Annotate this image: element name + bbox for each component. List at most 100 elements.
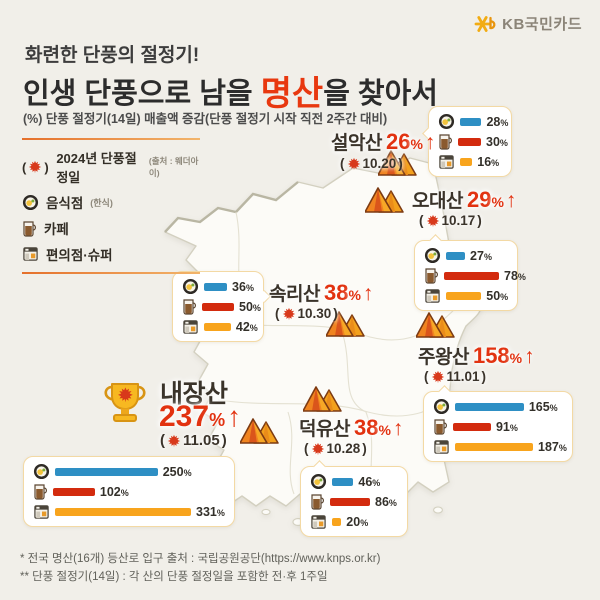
bar-fill	[460, 117, 482, 126]
restaurant-icon	[33, 463, 50, 480]
bar-chart-deogyusan: 46% 86% 20%	[300, 459, 408, 537]
cafe-icon	[22, 220, 37, 237]
percent-sign: %	[509, 350, 523, 366]
bar-chart-juwangsan: 165% 91% 187%	[423, 384, 573, 462]
bar-row-cafe: 91%	[433, 418, 563, 435]
store-icon	[310, 514, 327, 530]
bar-fill	[330, 497, 370, 506]
bar-row-store: 50%	[424, 288, 508, 303]
bar-fill	[453, 422, 491, 431]
mountain-name: 주왕산	[418, 347, 469, 368]
subtitle: (%) 단풍 절정기(14일) 매출액 증감(단풍 절정기 시작 직전 2주간 …	[23, 112, 388, 126]
bar-row-cafe: 102%	[33, 483, 225, 500]
mountain-pct: 38	[353, 415, 379, 440]
mountain-label-deogyusan: 덕유산 38%↑	[299, 414, 403, 441]
bar-fill	[458, 137, 481, 146]
store-icon	[438, 154, 455, 170]
cafe-icon	[424, 267, 439, 284]
bar-fill	[55, 467, 158, 476]
bar-row-cafe: 78%	[424, 267, 526, 284]
mountain-icon	[377, 150, 418, 177]
bar-row-restaurant: 165%	[433, 398, 563, 415]
bar-fill	[332, 517, 342, 526]
peak-date-deogyusan: (10.28)	[304, 441, 367, 456]
mountain-icon	[302, 386, 343, 413]
peak-date-seoraksan: (10.20)	[340, 156, 403, 171]
bar-chart-seoraksan: 28% 30% 16%	[421, 106, 512, 177]
mountain-icon	[325, 311, 366, 338]
mountain-name: 오대산	[412, 191, 463, 212]
trophy-icon	[98, 376, 152, 430]
mountain-pct: 29	[466, 187, 492, 212]
mountain-name: 설악산	[331, 133, 382, 154]
restaurant-icon	[310, 473, 327, 490]
maple-leaf-icon	[167, 434, 181, 448]
maple-leaf-icon	[426, 214, 440, 228]
maple-leaf-icon	[311, 442, 325, 456]
store-icon	[182, 319, 199, 335]
mountain-pct: 158	[472, 343, 510, 368]
title-prefix: 인생 단풍으로 남을	[23, 78, 261, 110]
footnotes: * 전국 명산(16개) 등산로 입구 출처 : 국립공원공단(https://…	[20, 551, 380, 587]
mountain-icon	[239, 418, 280, 445]
legend-item-label: 편의점·슈퍼	[46, 248, 113, 263]
footnote-1: * 전국 명산(16개) 등산로 입구 출처 : 국립공원공단(https://…	[20, 553, 381, 565]
percent-sign: %	[491, 194, 504, 210]
up-arrow-icon: ↑	[392, 417, 404, 440]
bar-row-store: 42%	[182, 319, 258, 335]
maple-leaf-icon	[431, 370, 445, 384]
restaurant-icon	[182, 278, 199, 295]
bar-fill	[55, 507, 191, 516]
bar-fill	[204, 282, 228, 291]
bar-row-store: 187%	[433, 439, 567, 454]
bar-fill	[446, 291, 482, 300]
restaurant-icon	[438, 113, 455, 130]
peak-date-juwangsan: (11.01)	[424, 369, 487, 384]
legend-peak-source: (출처 : 웨더아이)	[148, 156, 199, 178]
mountain-name: 덕유산	[299, 419, 350, 440]
bar-fill	[204, 322, 231, 331]
bar-row-cafe: 30%	[438, 133, 508, 150]
mountain-name: 속리산	[269, 284, 320, 305]
percent-sign: %	[209, 410, 226, 430]
cafe-icon	[438, 133, 453, 150]
mountain-label-naejangsan: 내장산	[160, 374, 228, 410]
cafe-icon	[433, 418, 448, 435]
percent-sign: %	[348, 287, 361, 303]
bar-fill	[455, 402, 524, 411]
maple-leaf-icon	[282, 307, 296, 321]
mountain-name: 내장산	[160, 380, 228, 408]
mountain-icon	[415, 312, 456, 339]
bar-row-store: 16%	[438, 154, 502, 169]
bar-row-store: 331%	[33, 504, 225, 519]
maple-leaf-icon	[28, 160, 42, 174]
kb-star-icon	[474, 14, 497, 34]
up-arrow-icon: ↑	[505, 189, 517, 212]
up-arrow-icon: ↑	[424, 131, 436, 154]
bar-row-restaurant: 27%	[424, 247, 508, 264]
legend-peak-label: 2024년 단풍절정일	[56, 151, 137, 185]
mountain-pct: 38	[323, 280, 349, 305]
legend-peak-date: ( ) 2024년 단풍절정일 (출처 : 웨더아이)	[22, 148, 200, 186]
title-suffix: 을 찾아서	[323, 78, 438, 110]
mountain-label-seoraksan: 설악산 26%↑	[331, 128, 435, 155]
mountain-pct: 26	[385, 129, 411, 154]
peak-date-odaesan: (10.17)	[419, 213, 482, 228]
up-arrow-icon: ↑	[524, 345, 535, 368]
store-icon	[33, 504, 50, 520]
legend-item-label: 음식점	[46, 196, 84, 211]
up-arrow-icon: ↑	[227, 401, 242, 432]
cafe-icon	[33, 483, 48, 500]
store-icon	[22, 246, 39, 262]
brand-logo: KB국민카드	[474, 13, 582, 34]
legend-box: ( ) 2024년 단풍절정일 (출처 : 웨더아이) 음식점 (한식) 카페 …	[22, 138, 200, 274]
bar-fill	[53, 487, 95, 496]
store-icon	[424, 288, 441, 304]
legend-rule-bottom	[22, 272, 200, 274]
mountain-pct-naejangsan: 237%↑	[159, 400, 241, 434]
percent-sign: %	[378, 422, 391, 438]
bar-fill	[202, 302, 234, 311]
paren: (	[22, 159, 27, 175]
bar-fill	[460, 157, 473, 166]
brand-name: KB국민카드	[502, 16, 582, 33]
